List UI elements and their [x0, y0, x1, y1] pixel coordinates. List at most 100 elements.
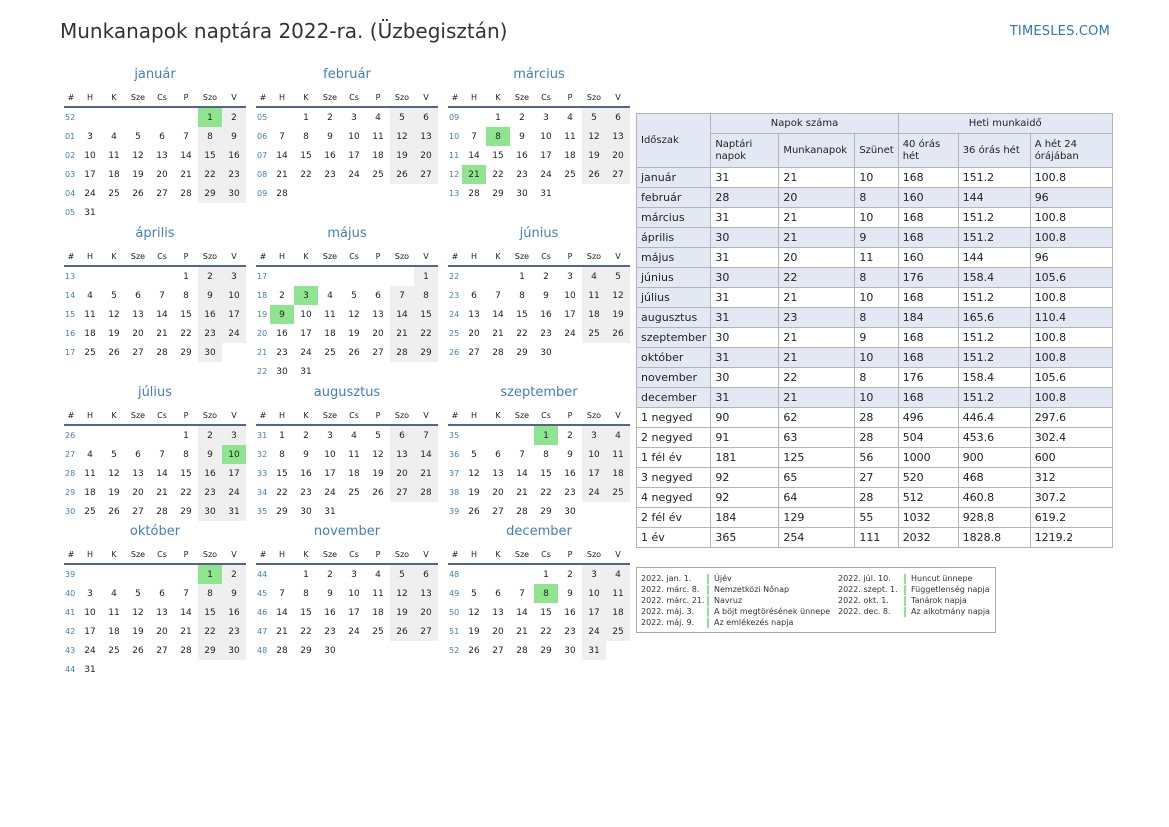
calendar-day: 2 — [279, 290, 285, 301]
calendar-day: 14 — [276, 607, 288, 618]
stat-value: 165.6 — [957, 307, 1031, 328]
brand-link[interactable]: TIMESLES.COM — [1009, 24, 1110, 39]
week-number: 13 — [65, 272, 76, 281]
week-number: 17 — [65, 348, 76, 357]
stat-value: 21 — [778, 227, 856, 248]
week-number: 52 — [449, 646, 460, 655]
month-grid: # H K Sze Cs P Szo V 39 1 2 40 3 4 5 6 7 8 9 41 10 11 12 13 14 15… — [64, 546, 246, 679]
holiday-item: 2022. dec. 8. Az alkotmány napja — [838, 606, 990, 617]
calendar-day: 2 — [327, 569, 333, 580]
month-calendar: október # H K Sze Cs P Szo V 39 1 2 40 3 4 5 6 7 8 9 41 10 11 1… — [64, 523, 246, 679]
calendar-day: 30 — [198, 502, 222, 521]
calendar-day: 28 — [180, 188, 192, 199]
calendar-day: 21 — [390, 324, 414, 343]
calendar-day: 6 — [606, 107, 630, 127]
weekday-header: Szo — [582, 546, 606, 565]
calendar-day: 9 — [543, 290, 549, 301]
weekday-header: H — [462, 89, 486, 108]
holiday-name: Függetlenség napja — [911, 585, 990, 594]
weekday-header: V — [414, 248, 438, 267]
stat-value: 2032 — [897, 527, 959, 548]
calendar-day: 20 — [390, 464, 414, 483]
empty-day-cell — [486, 266, 510, 286]
calendar-day: 17 — [222, 464, 246, 483]
empty-day-cell — [606, 502, 630, 521]
calendar-day: 15 — [276, 468, 288, 479]
week-number: 16 — [65, 329, 76, 338]
calendar-day: 12 — [468, 607, 480, 618]
week-number: 12 — [449, 170, 460, 179]
calendar-day: 11 — [108, 150, 120, 161]
stat-value: 168 — [897, 287, 959, 308]
week-number: 46 — [257, 608, 268, 617]
calendar-week-row: 30 25 26 27 28 29 30 31 — [64, 502, 246, 521]
calendar-day: 24 — [222, 483, 246, 502]
calendar-day: 20 — [132, 487, 144, 498]
stats-row: március 31 21 10 168 151.2 100.8 — [635, 207, 1113, 228]
calendar-day: 20 — [414, 603, 438, 622]
period-label: 3 negyed — [635, 467, 712, 488]
stat-value: 168 — [897, 387, 959, 408]
period-label: szeptember — [635, 327, 712, 348]
stats-row: május 31 20 11 160 144 96 — [635, 247, 1113, 268]
period-label: 1 év — [635, 527, 712, 548]
stat-value: 8 — [854, 367, 899, 388]
holiday-name: Navruz — [714, 596, 743, 605]
calendar-day: 13 — [390, 445, 414, 464]
stat-value: 446.4 — [957, 407, 1031, 428]
calendar-day: 14 — [468, 150, 480, 161]
calendar-day: 25 — [108, 188, 120, 199]
stat-value: 10 — [854, 167, 899, 188]
stat-value: 100.8 — [1029, 167, 1113, 188]
calendar-day: 2 — [519, 112, 525, 123]
stat-value: 55 — [854, 507, 899, 528]
calendar-day: 17 — [84, 626, 96, 637]
calendar-week-row: 51 19 20 21 22 23 24 25 — [448, 622, 630, 641]
empty-day-cell — [366, 641, 390, 660]
calendar-day: 26 — [468, 645, 480, 656]
empty-day-cell — [102, 564, 126, 584]
calendar-day: 7 — [279, 131, 285, 142]
calendar-day: 27 — [390, 483, 414, 502]
weekday-header: Szo — [198, 248, 222, 267]
weekday-header: V — [414, 89, 438, 108]
weekday-header: Szo — [582, 248, 606, 267]
stat-value: 30 — [710, 367, 780, 388]
calendar-day: 19 — [390, 603, 414, 622]
stats-row: november 30 22 8 176 158.4 105.6 — [635, 367, 1113, 388]
calendar-week-row: 12 21 22 23 24 25 26 27 — [448, 165, 630, 184]
calendar-day: 24 — [582, 483, 606, 502]
stat-value: 365 — [710, 527, 780, 548]
calendar-day: 7 — [279, 588, 285, 599]
calendar-day: 22 — [414, 324, 438, 343]
calendar-day: 8 — [303, 588, 309, 599]
stat-value: 1828.8 — [957, 527, 1031, 548]
weekday-header-row: # H K Sze Cs P Szo V — [64, 89, 246, 108]
stat-value: 100.8 — [1029, 387, 1113, 408]
stat-value: 100.8 — [1029, 207, 1113, 228]
week-number: 23 — [449, 291, 460, 300]
calendar-day: 23 — [276, 347, 288, 358]
calendar-day: 28 — [516, 506, 528, 517]
stat-value: 10 — [854, 347, 899, 368]
calendar-day: 20 — [156, 169, 168, 180]
holiday-date: 2022. szept. 1. — [838, 585, 898, 594]
calendar-day: 18 — [582, 305, 606, 324]
calendar-day: 1 — [183, 430, 189, 441]
stat-value: 27 — [854, 467, 899, 488]
stat-value: 168 — [897, 227, 959, 248]
calendar-day: 15 — [180, 468, 192, 479]
calendar-day: 7 — [471, 131, 477, 142]
stat-value: 21 — [778, 287, 856, 308]
week-number: 35 — [257, 507, 268, 516]
week-number: 25 — [449, 329, 460, 338]
stat-value: 8 — [854, 187, 899, 208]
calendar-day: 15 — [300, 607, 312, 618]
week-number: 40 — [65, 589, 76, 598]
calendar-day: 18 — [108, 626, 120, 637]
empty-day-cell — [558, 343, 582, 362]
stat-value: 20 — [778, 187, 856, 208]
stat-value: 10 — [854, 287, 899, 308]
calendar-day: 17 — [540, 150, 552, 161]
week-number: 48 — [257, 646, 268, 655]
